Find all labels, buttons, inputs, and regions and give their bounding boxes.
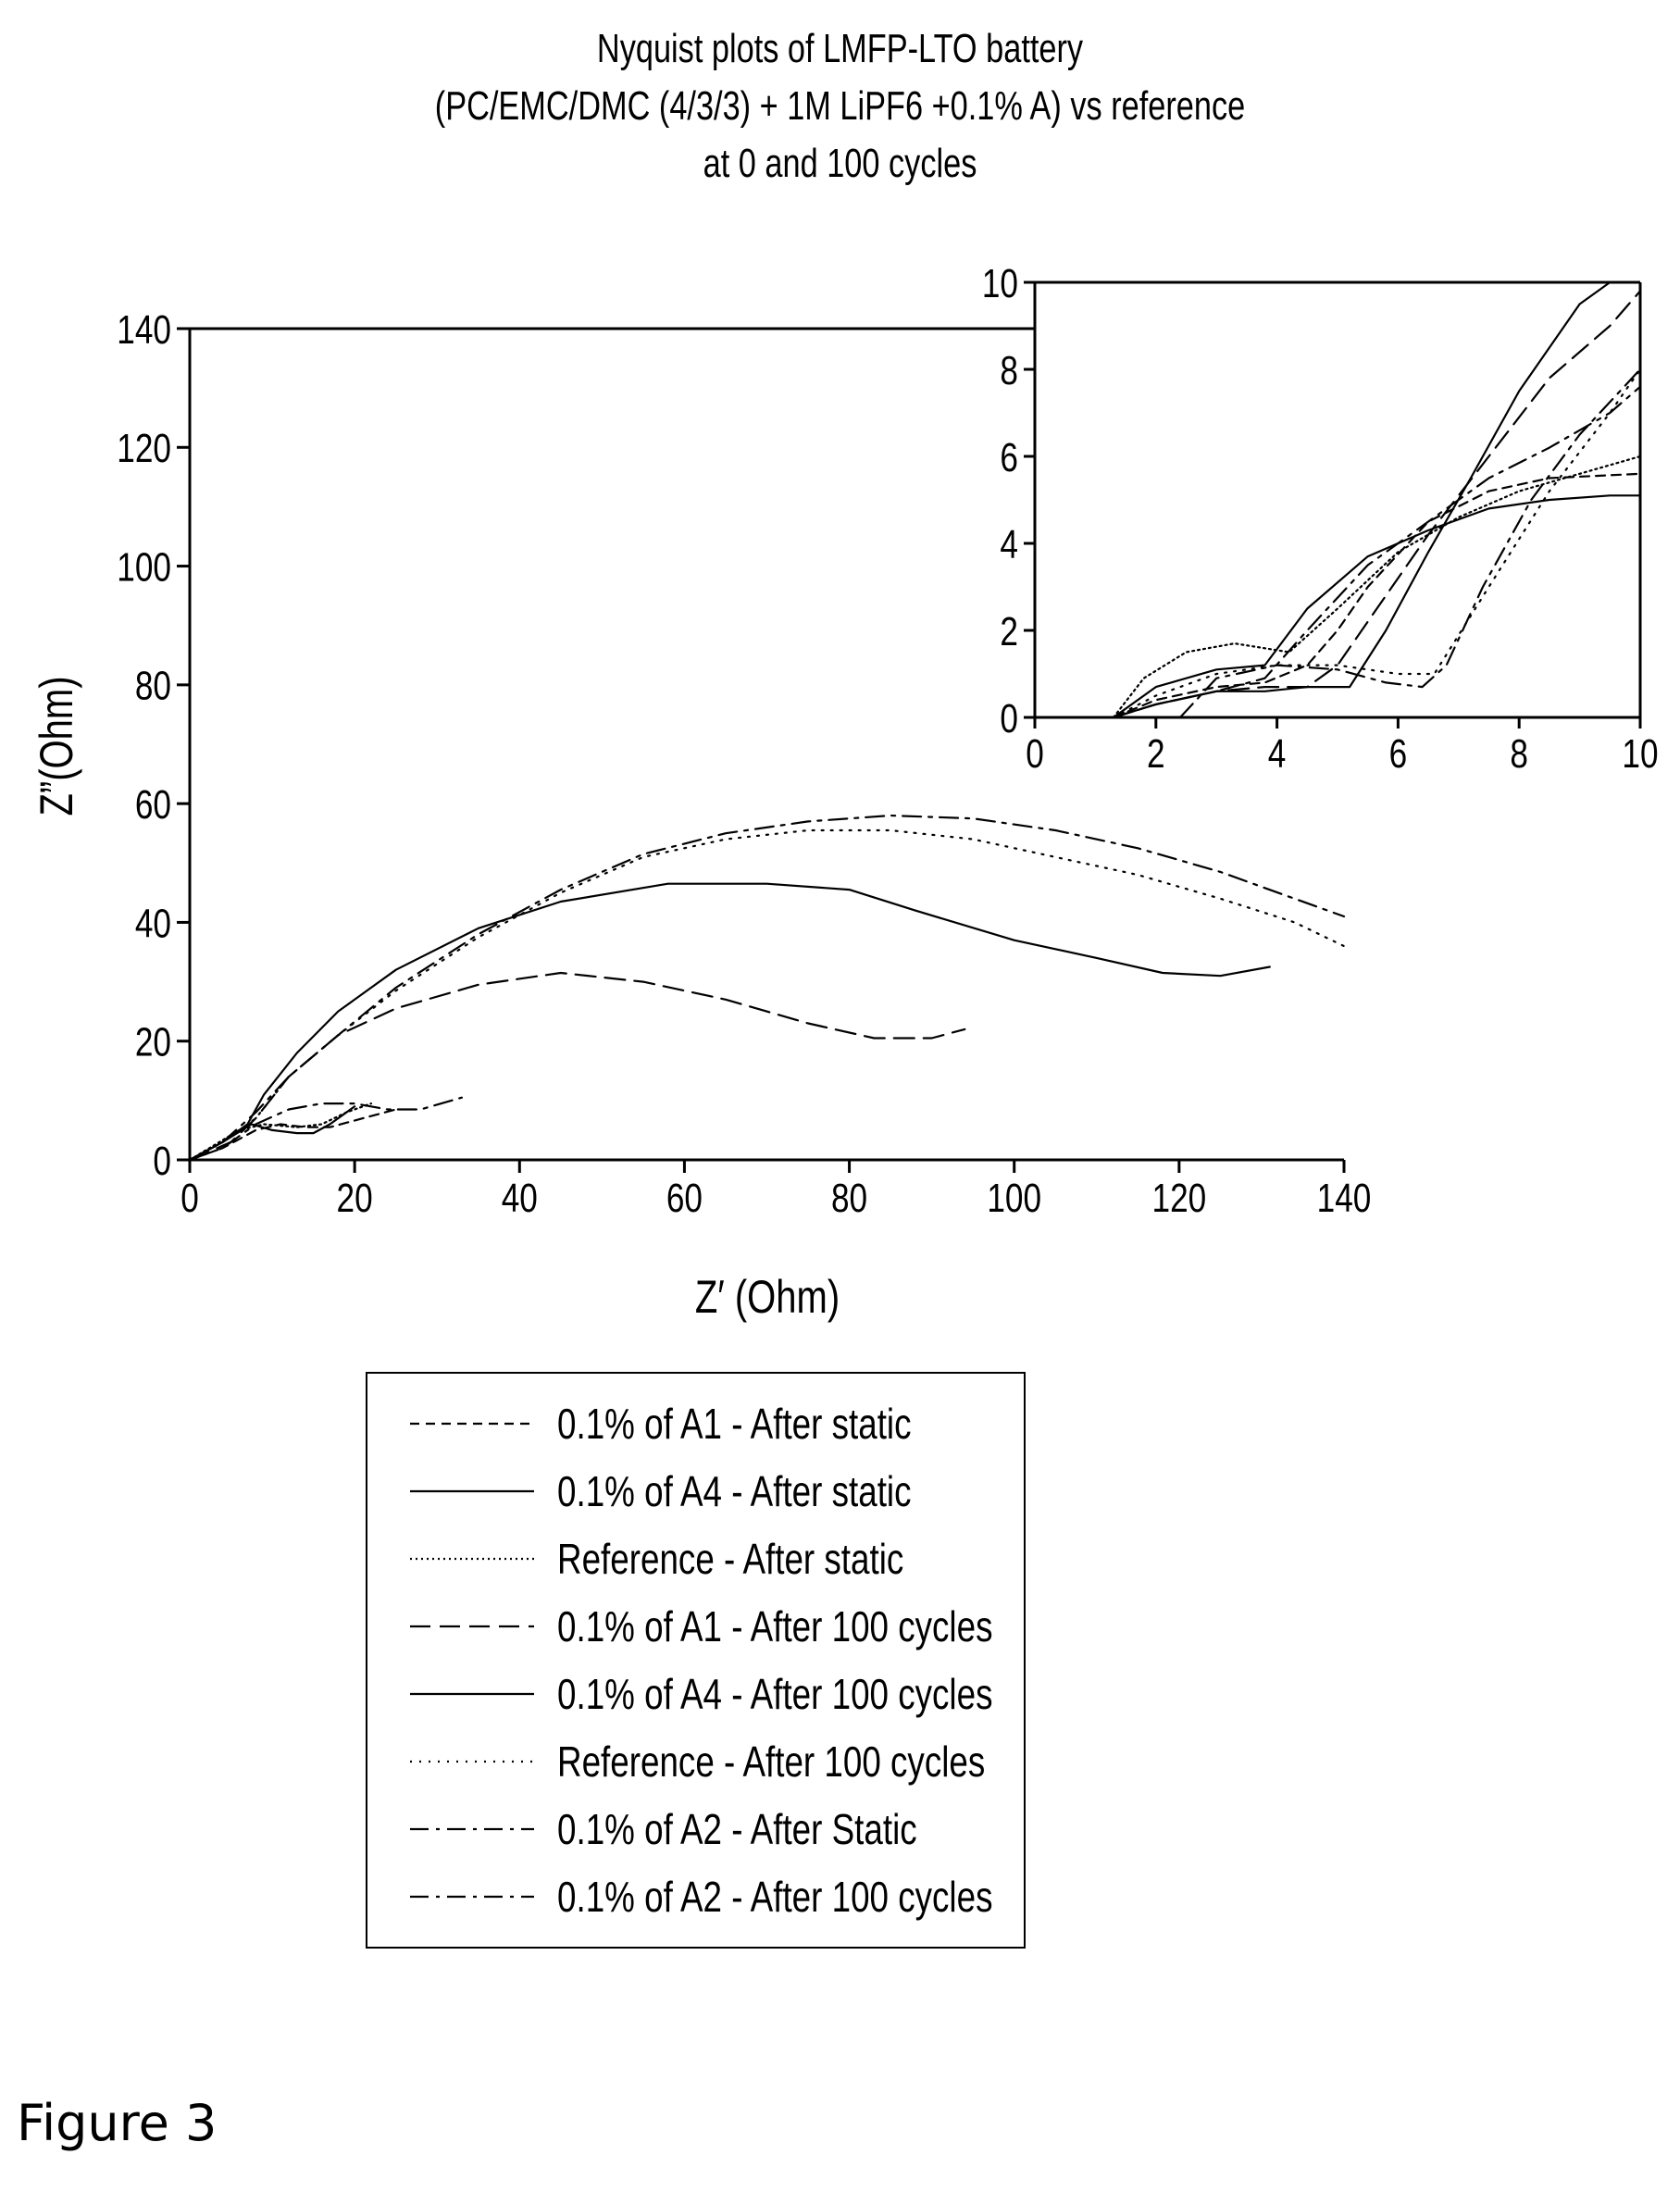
legend-label: 0.1% of A2 - After Static xyxy=(557,1805,917,1853)
inset-y-tick-label: 0 xyxy=(1000,696,1018,741)
y-axis-label: Z”(Ohm) xyxy=(31,676,82,816)
main-x-tick-label: 120 xyxy=(1152,1176,1207,1221)
legend-swatch xyxy=(410,1489,534,1493)
main-x-tick-label: 80 xyxy=(831,1176,867,1221)
inset-x-tick-label: 4 xyxy=(1268,731,1287,777)
main-y-tick-label: 80 xyxy=(135,664,171,709)
legend-item: 0.1% of A2 - After 100 cycles xyxy=(367,1869,1026,1924)
x-axis-label: Z′ (Ohm) xyxy=(695,1271,840,1323)
legend-item: Reference - After 100 cycles xyxy=(367,1734,1026,1789)
inset-series-0 xyxy=(1112,472,1642,719)
inset-y-tick-label: 4 xyxy=(1000,522,1018,567)
inset-y-tick-label: 2 xyxy=(1000,609,1018,654)
main-x-tick-label: 100 xyxy=(987,1176,1041,1221)
main-series-5 xyxy=(188,828,1346,1162)
legend-item: 0.1% of A1 - After static xyxy=(367,1396,1026,1451)
inset-y-tick-label: 10 xyxy=(982,261,1018,306)
inset-y-tick-label: 6 xyxy=(1000,435,1018,480)
inset-series-7 xyxy=(1178,367,1642,719)
legend-swatch xyxy=(410,1827,534,1831)
legend-label: 0.1% of A1 - After static xyxy=(557,1400,912,1448)
legend-label: 0.1% of A2 - After 100 cycles xyxy=(557,1873,993,1921)
legend-label: 0.1% of A4 - After 100 cycles xyxy=(557,1670,993,1718)
main-y-tick-label: 40 xyxy=(135,902,171,947)
inset-x-tick-label: 2 xyxy=(1147,731,1165,777)
legend-label: 0.1% of A1 - After 100 cycles xyxy=(557,1602,993,1650)
inset-plot: 0 2 4 6 8 10 0 2 4 6 8 10 xyxy=(982,261,1659,777)
main-series-3 xyxy=(188,971,966,1162)
legend-item: 0.1% of A4 - After static xyxy=(367,1463,1026,1519)
title-line-3: at 0 and 100 cycles xyxy=(703,141,977,186)
main-y-tick-label: 20 xyxy=(135,1020,171,1065)
inset-series-6 xyxy=(1112,385,1642,719)
inset-series-1 xyxy=(1112,494,1642,719)
main-series-7 xyxy=(188,814,1346,1162)
main-series-4 xyxy=(188,882,1271,1162)
legend-swatch xyxy=(410,1760,534,1763)
chart-title: Nyquist plots of LMFP-LTO battery (PC/EM… xyxy=(0,20,1680,193)
main-series-2 xyxy=(188,1102,373,1162)
legend-item: 0.1% of A1 - After 100 cycles xyxy=(367,1599,1026,1654)
inset-series-2 xyxy=(1112,455,1642,719)
legend-label: Reference - After static xyxy=(557,1535,904,1583)
figure-label: Figure 3 xyxy=(17,2094,218,2152)
title-line-2: (PC/EMC/DMC (4/3/3) + 1M LiPF6 +0.1% A) … xyxy=(434,83,1246,129)
main-y-tick-label: 60 xyxy=(135,782,171,828)
legend-swatch xyxy=(410,1692,534,1696)
main-series-0 xyxy=(188,1108,397,1162)
legend-swatch xyxy=(410,1422,534,1426)
inset-background xyxy=(1035,282,1640,717)
legend-swatch xyxy=(410,1557,534,1561)
legend-item: 0.1% of A4 - After 100 cycles xyxy=(367,1666,1026,1722)
main-series-6 xyxy=(188,1096,463,1162)
main-y-tick-label: 140 xyxy=(117,307,171,353)
legend-swatch xyxy=(410,1895,534,1899)
legend-swatch xyxy=(410,1625,534,1628)
main-y-tick-label: 100 xyxy=(117,545,171,591)
title-line-1: Nyquist plots of LMFP-LTO battery xyxy=(596,26,1084,71)
inset-x-tick-label: 6 xyxy=(1389,731,1408,777)
main-x-tick-label: 60 xyxy=(666,1176,703,1221)
legend-item: 0.1% of A2 - After Static xyxy=(367,1801,1026,1857)
main-x-tick-label: 0 xyxy=(180,1176,199,1221)
main-x-tick-label: 40 xyxy=(502,1176,538,1221)
inset-x-tick-label: 0 xyxy=(1026,731,1044,777)
inset-series-4 xyxy=(1112,280,1612,719)
legend-label: 0.1% of A4 - After static xyxy=(557,1467,912,1515)
legend-item: Reference - After static xyxy=(367,1531,1026,1587)
main-x-tick-label: 20 xyxy=(337,1176,373,1221)
legend-label: Reference - After 100 cycles xyxy=(557,1737,986,1786)
main-x-tick-label: 140 xyxy=(1317,1176,1372,1221)
main-y-tick-label: 0 xyxy=(153,1139,171,1184)
inset-x-tick-label: 10 xyxy=(1622,731,1658,777)
inset-y-tick-label: 8 xyxy=(1000,348,1018,393)
inset-x-tick-label: 8 xyxy=(1510,731,1528,777)
legend: 0.1% of A1 - After static 0.1% of A4 - Af… xyxy=(366,1372,1026,1949)
main-y-tick-label: 120 xyxy=(117,426,171,471)
